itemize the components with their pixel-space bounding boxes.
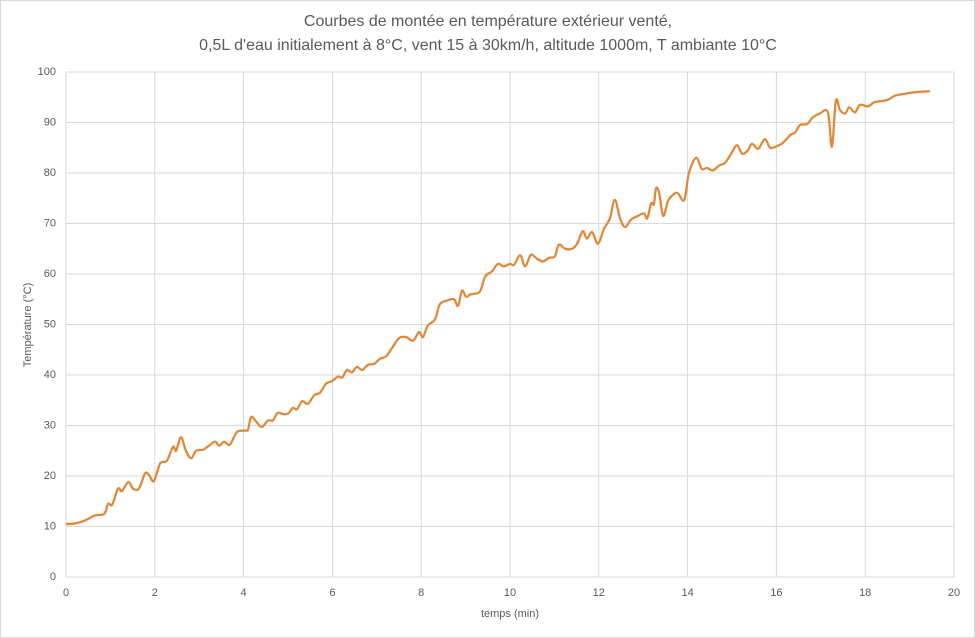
- x-tick-label: 2: [152, 587, 158, 599]
- chart-title: 0,5L d'eau initialement à 8°C, vent 15 à…: [199, 37, 777, 54]
- data-line: [65, 90, 931, 526]
- y-tick-label: 70: [44, 217, 56, 229]
- x-tick-label: 10: [504, 587, 516, 599]
- y-tick-label: 90: [44, 116, 56, 128]
- x-tick-label: 0: [63, 587, 69, 599]
- x-axis-label: temps (min): [481, 608, 539, 620]
- x-tick-label: 4: [241, 587, 247, 599]
- y-tick-label: 0: [50, 571, 56, 583]
- y-tick-label: 10: [44, 520, 56, 532]
- y-tick-label: 100: [38, 66, 56, 78]
- y-axis-label: Température (°C): [22, 283, 34, 367]
- chart-title: Courbes de montée en température extérie…: [304, 13, 672, 30]
- y-tick-label: 80: [44, 167, 56, 179]
- x-tick-label: 14: [681, 587, 693, 599]
- x-tick-label: 18: [859, 587, 871, 599]
- x-tick-label: 12: [593, 587, 605, 599]
- y-tick-label: 40: [44, 369, 56, 381]
- x-tick-label: 20: [948, 587, 960, 599]
- y-tick-label: 50: [44, 318, 56, 330]
- x-tick-label: 8: [418, 587, 424, 599]
- x-tick-label: 6: [329, 587, 335, 599]
- y-tick-label: 30: [44, 419, 56, 431]
- x-tick-label: 16: [770, 587, 782, 599]
- y-tick-label: 20: [44, 470, 56, 482]
- y-tick-label: 60: [44, 268, 56, 280]
